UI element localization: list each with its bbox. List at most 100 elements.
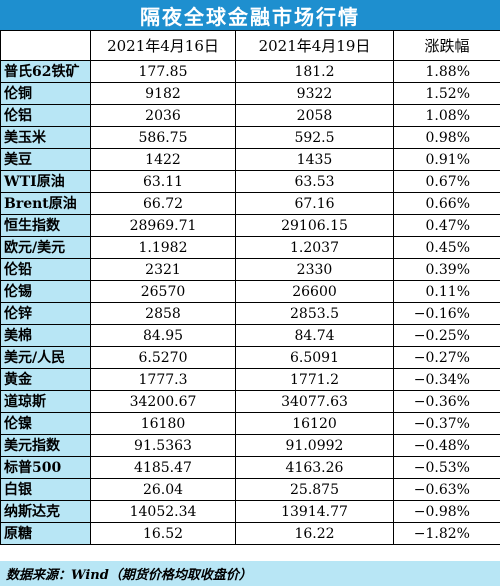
source-note: 数据来源：Wind（期货价格均取收盘价） xyxy=(0,561,500,586)
table-row: 恒生指数 28969.71 29106.15 0.47% xyxy=(0,214,500,237)
instrument-name: 美玉米 xyxy=(0,126,91,149)
change-percent: 0.67% xyxy=(393,170,500,193)
table-row: 伦锌 2858 2853.5 −0.16% xyxy=(0,302,500,325)
change-percent: 0.45% xyxy=(393,236,500,259)
value-date-2: 13914.77 xyxy=(235,500,394,523)
change-percent: 1.08% xyxy=(393,104,500,127)
change-percent: −0.63% xyxy=(393,478,500,501)
value-date-1: 28969.71 xyxy=(90,214,236,237)
value-date-1: 26.04 xyxy=(90,478,236,501)
header-row: 2021年4月16日 2021年4月19日 涨跌幅 xyxy=(0,30,500,61)
value-date-1: 1777.3 xyxy=(90,368,236,391)
table-row: 美元/人民 6.5270 6.5091 −0.27% xyxy=(0,346,500,369)
value-date-2: 181.2 xyxy=(235,60,394,83)
value-date-1: 84.95 xyxy=(90,324,236,347)
instrument-name: 标普500 xyxy=(0,456,91,479)
value-date-2: 2330 xyxy=(235,258,394,281)
instrument-name: 伦锌 xyxy=(0,302,91,325)
table-row: 伦铜 9182 9322 1.52% xyxy=(0,82,500,105)
value-date-2: 29106.15 xyxy=(235,214,394,237)
header-blank xyxy=(0,30,91,61)
instrument-name: 美元指数 xyxy=(0,434,91,457)
instrument-name: 道琼斯 xyxy=(0,390,91,413)
market-table: 2021年4月16日 2021年4月19日 涨跌幅 普氏62铁矿 177.85 18… xyxy=(0,30,500,545)
table-row: 伦铝 2036 2058 1.08% xyxy=(0,104,500,127)
change-percent: 1.88% xyxy=(393,60,500,83)
change-percent: 0.98% xyxy=(393,126,500,149)
instrument-name: 恒生指数 xyxy=(0,214,91,237)
value-date-2: 84.74 xyxy=(235,324,394,347)
value-date-2: 1771.2 xyxy=(235,368,394,391)
value-date-2: 25.875 xyxy=(235,478,394,501)
instrument-name: 伦锡 xyxy=(0,280,91,303)
value-date-2: 9322 xyxy=(235,82,394,105)
change-percent: −0.36% xyxy=(393,390,500,413)
change-percent: 0.66% xyxy=(393,192,500,215)
change-percent: 1.52% xyxy=(393,82,500,105)
table-row: 纳斯达克 14052.34 13914.77 −0.98% xyxy=(0,500,500,523)
instrument-name: 伦铝 xyxy=(0,104,91,127)
table-row: 标普500 4185.47 4163.26 −0.53% xyxy=(0,456,500,479)
value-date-2: 16120 xyxy=(235,412,394,435)
table-row: 普氏62铁矿 177.85 181.2 1.88% xyxy=(0,60,500,83)
value-date-1: 66.72 xyxy=(90,192,236,215)
change-percent: −0.16% xyxy=(393,302,500,325)
value-date-2: 1.2037 xyxy=(235,236,394,259)
instrument-name: 欧元/美元 xyxy=(0,236,91,259)
table-row: 道琼斯 34200.67 34077.63 −0.36% xyxy=(0,390,500,413)
change-percent: −0.34% xyxy=(393,368,500,391)
table-row: Brent原油 66.72 67.16 0.66% xyxy=(0,192,500,215)
header-change: 涨跌幅 xyxy=(393,30,500,61)
table-row: 美棉 84.95 84.74 −0.25% xyxy=(0,324,500,347)
value-date-1: 34200.67 xyxy=(90,390,236,413)
value-date-2: 34077.63 xyxy=(235,390,394,413)
value-date-2: 2058 xyxy=(235,104,394,127)
value-date-1: 6.5270 xyxy=(90,346,236,369)
instrument-name: 黄金 xyxy=(0,368,91,391)
value-date-1: 2858 xyxy=(90,302,236,325)
table-row: 白银 26.04 25.875 −0.63% xyxy=(0,478,500,501)
table-title: 隔夜全球金融市场行情 xyxy=(0,0,500,30)
value-date-1: 14052.34 xyxy=(90,500,236,523)
value-date-1: 16.52 xyxy=(90,522,236,545)
value-date-2: 91.0992 xyxy=(235,434,394,457)
change-percent: −0.98% xyxy=(393,500,500,523)
value-date-1: 91.5363 xyxy=(90,434,236,457)
header-date-2: 2021年4月19日 xyxy=(235,30,394,61)
table-row: 黄金 1777.3 1771.2 −0.34% xyxy=(0,368,500,391)
instrument-name: 伦铅 xyxy=(0,258,91,281)
change-percent: 0.39% xyxy=(393,258,500,281)
instrument-name: 美棉 xyxy=(0,324,91,347)
value-date-1: 16180 xyxy=(90,412,236,435)
header-date-1: 2021年4月16日 xyxy=(90,30,236,61)
value-date-2: 4163.26 xyxy=(235,456,394,479)
value-date-1: 586.75 xyxy=(90,126,236,149)
value-date-2: 16.22 xyxy=(235,522,394,545)
value-date-1: 1.1982 xyxy=(90,236,236,259)
value-date-2: 63.53 xyxy=(235,170,394,193)
instrument-name: 美豆 xyxy=(0,148,91,171)
instrument-name: 伦镍 xyxy=(0,412,91,435)
table-row: 美豆 1422 1435 0.91% xyxy=(0,148,500,171)
change-percent: 0.47% xyxy=(393,214,500,237)
value-date-1: 63.11 xyxy=(90,170,236,193)
change-percent: −1.82% xyxy=(393,522,500,545)
table-row: WTI原油 63.11 63.53 0.67% xyxy=(0,170,500,193)
value-date-2: 2853.5 xyxy=(235,302,394,325)
instrument-name: 伦铜 xyxy=(0,82,91,105)
value-date-2: 67.16 xyxy=(235,192,394,215)
instrument-name: 纳斯达克 xyxy=(0,500,91,523)
change-percent: −0.53% xyxy=(393,456,500,479)
value-date-1: 9182 xyxy=(90,82,236,105)
value-date-1: 2321 xyxy=(90,258,236,281)
table-row: 欧元/美元 1.1982 1.2037 0.45% xyxy=(0,236,500,259)
value-date-2: 1435 xyxy=(235,148,394,171)
value-date-1: 177.85 xyxy=(90,60,236,83)
value-date-1: 4185.47 xyxy=(90,456,236,479)
change-percent: 0.11% xyxy=(393,280,500,303)
table-row: 伦锡 26570 26600 0.11% xyxy=(0,280,500,303)
change-percent: −0.48% xyxy=(393,434,500,457)
table-row: 美玉米 586.75 592.5 0.98% xyxy=(0,126,500,149)
instrument-name: 美元/人民 xyxy=(0,346,91,369)
value-date-2: 6.5091 xyxy=(235,346,394,369)
